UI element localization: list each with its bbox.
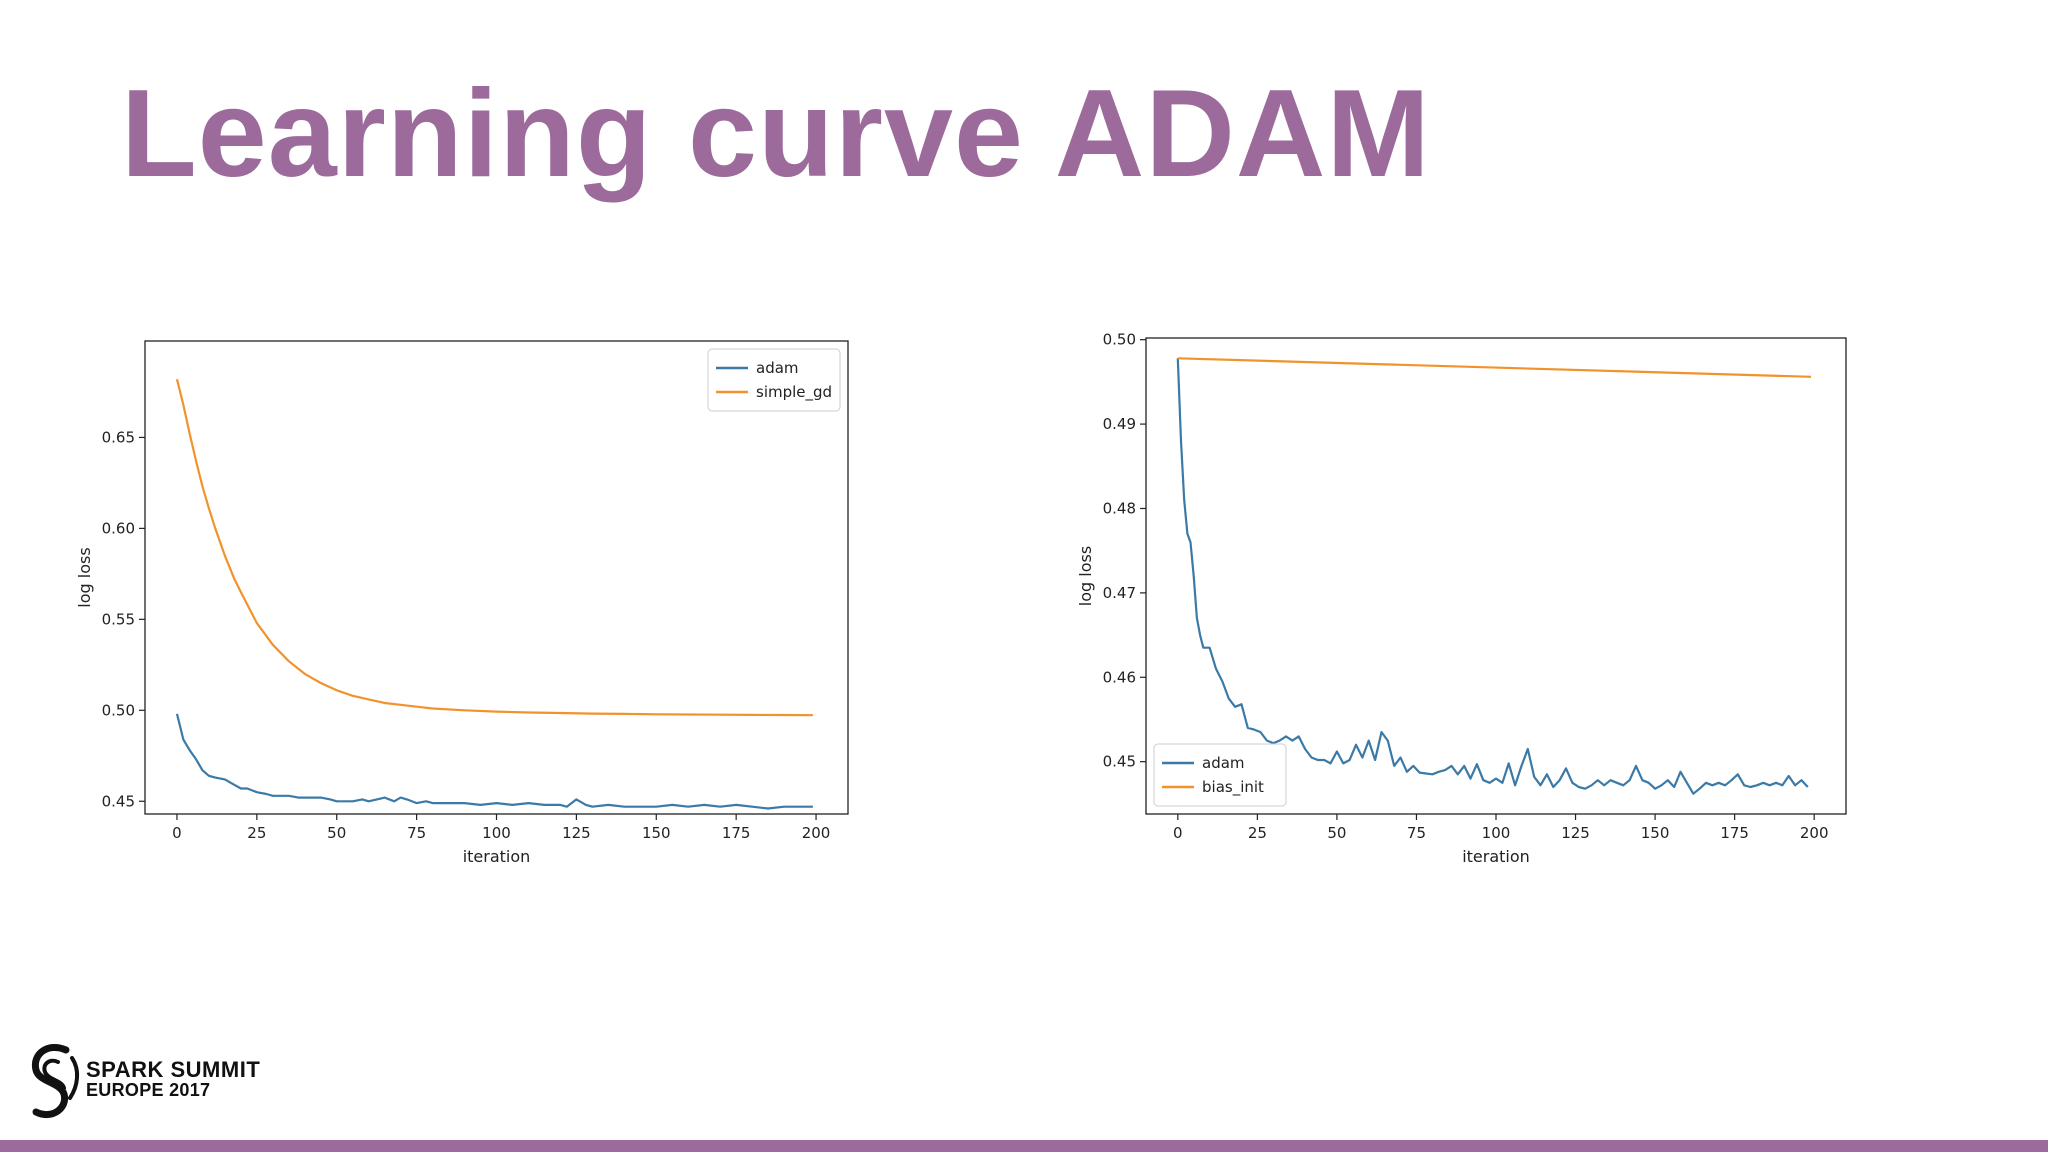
plot-frame xyxy=(1145,337,1847,815)
bottom-accent-bar xyxy=(0,1140,2048,1152)
x-tick-label: 100 xyxy=(1482,824,1511,842)
y-tick-label: 0.45 xyxy=(102,792,135,810)
spark-summit-logo-icon xyxy=(31,1044,79,1119)
x-tick-label: 0 xyxy=(1173,824,1183,842)
x-axis-label: iteration xyxy=(463,847,531,866)
x-tick-label: 200 xyxy=(1800,824,1829,842)
x-tick-label: 50 xyxy=(327,824,346,842)
y-tick-label: 0.55 xyxy=(102,610,135,628)
x-tick-label: 125 xyxy=(562,824,591,842)
x-tick-label: 150 xyxy=(642,824,671,842)
x-tick-label: 175 xyxy=(722,824,751,842)
series-line-simple-gd xyxy=(175,378,813,717)
x-tick-label: 150 xyxy=(1641,824,1670,842)
y-tick-label: 0.47 xyxy=(1103,584,1136,602)
legend-label-adam: adam xyxy=(756,359,799,377)
y-tick-label: 0.45 xyxy=(1103,753,1136,771)
series-line-adam xyxy=(175,713,813,810)
logo-subtitle: EUROPE 2017 xyxy=(86,1080,211,1101)
x-tick-label: 200 xyxy=(802,824,831,842)
y-tick-label: 0.49 xyxy=(1103,415,1136,433)
x-tick-label: 25 xyxy=(247,824,266,842)
x-tick-label: 100 xyxy=(482,824,511,842)
x-tick-label: 75 xyxy=(1407,824,1426,842)
legend-box xyxy=(707,348,841,412)
slide-title: Learning curve ADAM xyxy=(121,65,1431,203)
legend-label-simple-gd: simple_gd xyxy=(756,383,832,402)
y-tick-label: 0.50 xyxy=(1103,331,1136,349)
x-tick-label: 50 xyxy=(1327,824,1346,842)
y-axis-label: log loss xyxy=(75,547,94,607)
series-line-adam xyxy=(1176,358,1809,795)
spark-summit-logo: SPARK SUMMIT EUROPE 2017 xyxy=(26,1040,326,1126)
series-line-bias-init xyxy=(1177,357,1812,378)
y-tick-label: 0.50 xyxy=(102,701,135,719)
legend-box xyxy=(1153,743,1287,807)
log-loss-chart-adam-vs-simple-gd: 0 25 50 75 100 125 150 175 200 0.45 0.50 0.55 0.60 0.… xyxy=(75,340,849,866)
y-axis-label: log loss xyxy=(1076,546,1095,606)
x-tick-label: 125 xyxy=(1561,824,1590,842)
chart-legend: adam simple_gd xyxy=(707,348,841,412)
x-tick-label: 0 xyxy=(172,824,182,842)
y-tick-label: 0.48 xyxy=(1103,499,1136,517)
y-tick-label: 0.60 xyxy=(102,519,135,537)
plot-frame xyxy=(144,340,849,815)
chart-legend: adam bias_init xyxy=(1153,743,1287,807)
log-loss-chart-adam-vs-bias-init: 0 25 50 75 100 125 150 175 200 0.45 0.46 0.47 0.48 0.… xyxy=(1076,331,1847,866)
x-tick-label: 75 xyxy=(407,824,426,842)
x-tick-label: 25 xyxy=(1248,824,1267,842)
y-tick-label: 0.65 xyxy=(102,428,135,446)
x-axis-label: iteration xyxy=(1462,847,1530,866)
legend-label-bias-init: bias_init xyxy=(1202,778,1264,797)
legend-label-adam: adam xyxy=(1202,754,1245,772)
y-tick-label: 0.46 xyxy=(1103,668,1136,686)
x-tick-label: 175 xyxy=(1720,824,1749,842)
logo-title: SPARK SUMMIT xyxy=(86,1057,261,1082)
